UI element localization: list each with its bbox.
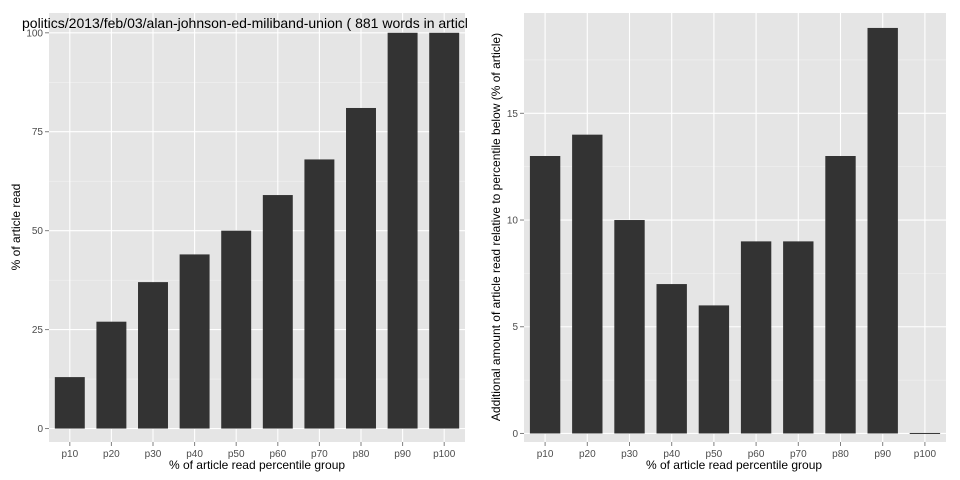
chart-panel-1: 0 25 50 75 100 p10 p20 p30 p40 p50 p60 p70 p80 p90 p10… bbox=[9, 13, 468, 472]
y-tick-label: 10 bbox=[507, 216, 519, 227]
x-tick-label: p40 bbox=[186, 449, 203, 460]
y-tick-label: 0 bbox=[37, 424, 43, 435]
x-tick-label: p80 bbox=[353, 449, 370, 460]
bar-p80 bbox=[825, 156, 856, 434]
bar-p40 bbox=[179, 254, 210, 429]
bar-p40 bbox=[656, 284, 687, 434]
y-tick-label: 100 bbox=[26, 28, 43, 39]
x-tick-label: p50 bbox=[228, 449, 245, 460]
bar-p70 bbox=[783, 241, 814, 434]
y-axis-title: Additional amount of article read relati… bbox=[489, 33, 503, 421]
x-tick-label: p90 bbox=[874, 449, 891, 460]
bar-p70 bbox=[304, 159, 335, 429]
x-tick-label: p80 bbox=[832, 449, 849, 460]
x-tick-label: p30 bbox=[621, 449, 638, 460]
bar-p10 bbox=[529, 156, 561, 434]
bar-p30 bbox=[138, 282, 168, 429]
chart-panel-2: 0 5 10 15 p10 p20 p30 p40 p50 p60 p70 p80 p90 p100 % o… bbox=[489, 13, 946, 472]
x-tick-label: p10 bbox=[537, 449, 554, 460]
bar-p30 bbox=[614, 220, 645, 434]
bar-p100 bbox=[429, 32, 460, 429]
y-axis-title: % of article read bbox=[9, 184, 23, 271]
bar-p80 bbox=[346, 107, 376, 429]
x-tick-label: p50 bbox=[706, 449, 723, 460]
y-tick-label: 15 bbox=[507, 109, 519, 120]
x-tick-label: p70 bbox=[311, 449, 328, 460]
x-tick-label: p40 bbox=[663, 449, 680, 460]
x-tick-label: p60 bbox=[748, 449, 765, 460]
bar-p20 bbox=[572, 134, 603, 434]
x-tick-label: p20 bbox=[103, 449, 120, 460]
x-tick-label: p100 bbox=[433, 449, 456, 460]
x-axis-title: % of article read percentile group bbox=[169, 458, 345, 472]
x-tick-label: p60 bbox=[269, 449, 286, 460]
x-tick-label: p70 bbox=[790, 449, 807, 460]
x-axis-title: % of article read percentile group bbox=[646, 458, 822, 472]
x-tick-label: p90 bbox=[394, 449, 411, 460]
chart-title: politics/2013/feb/03/alan-johnson-ed-mil… bbox=[22, 15, 468, 31]
bar-p60 bbox=[262, 195, 293, 429]
x-tick-label: p30 bbox=[145, 449, 162, 460]
bar-p60 bbox=[740, 241, 772, 434]
y-tick-label: 50 bbox=[32, 226, 44, 237]
bar-p50 bbox=[698, 305, 730, 434]
x-tick-label: p10 bbox=[61, 449, 78, 460]
y-tick-label: 25 bbox=[32, 325, 44, 336]
bar-p100 bbox=[909, 432, 941, 434]
bar-p20 bbox=[96, 321, 127, 429]
x-tick-label: p20 bbox=[579, 449, 596, 460]
y-tick-label: 0 bbox=[512, 429, 518, 440]
x-tick-label: p100 bbox=[914, 449, 937, 460]
bar-p90 bbox=[387, 32, 418, 429]
bar-p10 bbox=[54, 377, 85, 429]
bar-p50 bbox=[221, 230, 252, 429]
y-tick-label: 5 bbox=[512, 322, 518, 333]
bar-p90 bbox=[867, 27, 898, 434]
y-tick-label: 75 bbox=[32, 127, 44, 138]
